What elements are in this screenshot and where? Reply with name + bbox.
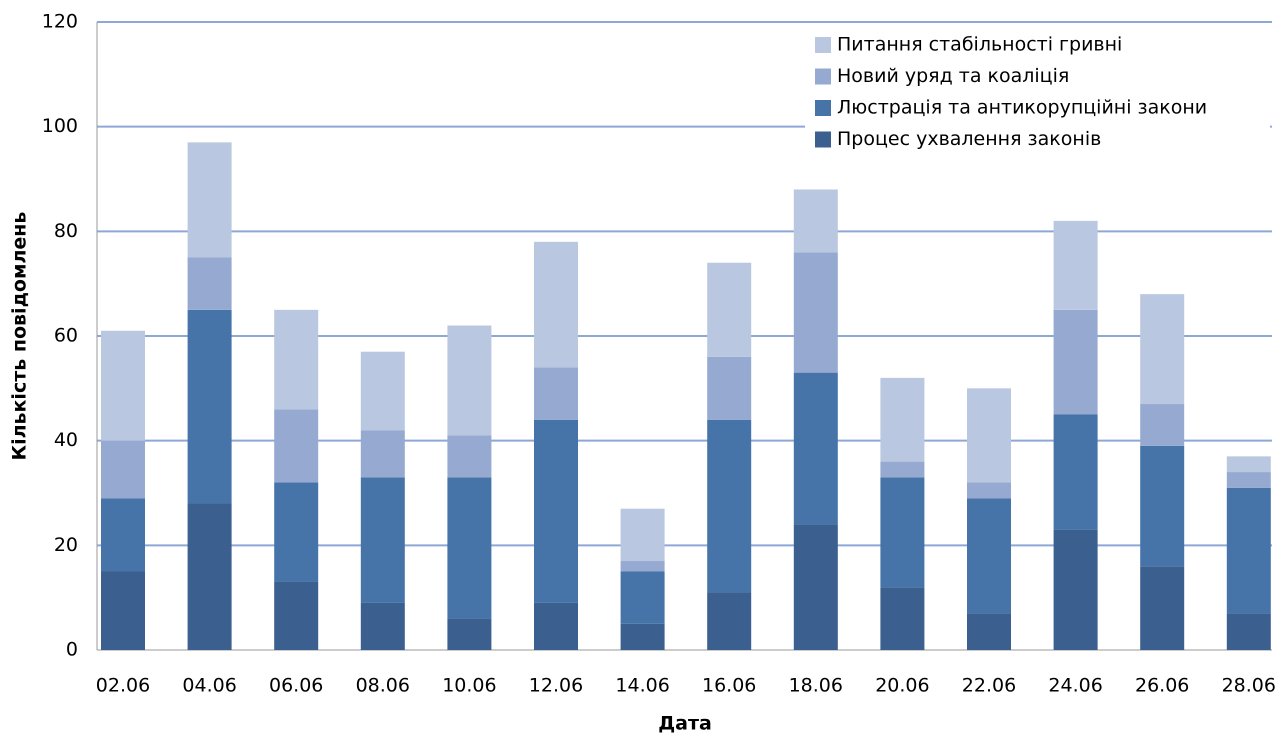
- y-tick-label: 80: [54, 220, 78, 242]
- bar-segment: [360, 351, 405, 431]
- bar-segment: [620, 508, 665, 562]
- bar-segment: [1053, 220, 1098, 310]
- bar-segment: [707, 262, 752, 357]
- bar-segment: [967, 613, 1011, 650]
- y-tick-label: 120: [42, 11, 78, 33]
- bar-segment: [274, 309, 319, 410]
- y-tick-label: 60: [54, 325, 78, 347]
- x-tick-label: 14.06: [615, 675, 669, 697]
- bar-segment: [1053, 309, 1098, 415]
- bar-segment: [360, 602, 405, 650]
- x-tick-label: 08.06: [356, 675, 410, 697]
- bar-segment: [793, 372, 838, 525]
- y-tick-label: 100: [42, 115, 78, 137]
- y-tick-label: 40: [54, 429, 78, 451]
- x-tick-label: 06.06: [269, 675, 323, 697]
- y-axis-label: Кількість повідомлень: [9, 212, 31, 461]
- bar-segment: [620, 571, 665, 624]
- bar-segment: [534, 419, 578, 603]
- bar-segment: [1140, 445, 1185, 567]
- bar-segment: [447, 435, 492, 478]
- bar-segment: [793, 252, 838, 373]
- bar-segment: [101, 498, 145, 572]
- bar-segment: [534, 241, 578, 368]
- bar-segment: [1226, 487, 1271, 614]
- x-tick-label: 24.06: [1048, 675, 1102, 697]
- x-tick-label: 22.06: [962, 675, 1016, 697]
- legend-label: Новий уряд та коаліція: [837, 65, 1069, 87]
- bar-segment: [274, 409, 319, 483]
- x-tick-label: 02.06: [96, 675, 150, 697]
- bar-segment: [967, 388, 1011, 483]
- bar-segment: [187, 257, 232, 310]
- bar-segment: [707, 592, 752, 650]
- x-tick-label: 18.06: [789, 675, 843, 697]
- bar-segment: [793, 524, 838, 650]
- bar-segment: [534, 602, 578, 650]
- bar-segment: [1140, 566, 1185, 650]
- x-tick-label: 26.06: [1135, 675, 1189, 697]
- bar-segment: [1140, 294, 1185, 405]
- bar-segment: [1226, 472, 1271, 488]
- bar-segment: [1053, 414, 1098, 530]
- bar-segment: [187, 309, 232, 504]
- legend-label: Люстрація та антикорупційні закони: [837, 97, 1207, 119]
- bar-segment: [880, 477, 925, 588]
- bar-segment: [707, 356, 752, 420]
- bar-segment: [447, 325, 492, 436]
- x-axis-label: Дата: [658, 713, 712, 735]
- bar-segment: [793, 189, 838, 253]
- legend-label: Питання стабільності гривні: [837, 34, 1122, 56]
- legend-swatch: [815, 100, 831, 116]
- bar-segment: [880, 461, 925, 478]
- bar-segment: [447, 618, 492, 650]
- legend-swatch: [815, 37, 831, 53]
- bar-segment: [1053, 529, 1098, 650]
- bar-segment: [447, 477, 492, 619]
- legend-label: Процес ухвалення законів: [837, 128, 1101, 150]
- bar-segment: [880, 377, 925, 462]
- bar-segment: [187, 142, 232, 258]
- bar-segment: [620, 561, 665, 572]
- legend-swatch: [815, 131, 831, 148]
- bar-segment: [967, 482, 1011, 499]
- x-tick-label: 28.06: [1222, 675, 1276, 697]
- x-tick-label: 12.06: [529, 675, 583, 697]
- bar-segment: [707, 419, 752, 593]
- bar-segment: [360, 477, 405, 603]
- x-tick-label: 04.06: [182, 675, 236, 697]
- bar-segment: [101, 440, 145, 499]
- legend-box: [805, 30, 1270, 162]
- x-tick-label: 16.06: [702, 675, 756, 697]
- bar-segment: [620, 623, 665, 650]
- bar-segment: [274, 482, 319, 582]
- bar-segment: [880, 587, 925, 650]
- x-tick-label: 20.06: [875, 675, 929, 697]
- bar-segment: [1226, 613, 1271, 650]
- bar-segment: [1226, 456, 1271, 473]
- bar-segment: [101, 330, 145, 441]
- y-tick-label: 20: [54, 534, 78, 556]
- x-tick-label: 10.06: [442, 675, 496, 697]
- bar-segment: [274, 581, 319, 650]
- legend-swatch: [815, 68, 831, 85]
- bar-segment: [187, 503, 232, 650]
- bar-segment: [967, 498, 1011, 614]
- bar-segment: [360, 430, 405, 478]
- bar-segment: [101, 571, 145, 650]
- bar-segment: [1140, 404, 1185, 446]
- y-tick-label: 0: [66, 639, 78, 661]
- bar-segment: [534, 367, 578, 420]
